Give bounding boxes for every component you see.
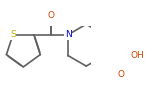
Text: S: S — [10, 30, 16, 39]
Text: OH: OH — [131, 51, 144, 60]
Text: O: O — [117, 70, 124, 79]
Text: O: O — [47, 11, 54, 20]
Text: N: N — [65, 30, 71, 39]
